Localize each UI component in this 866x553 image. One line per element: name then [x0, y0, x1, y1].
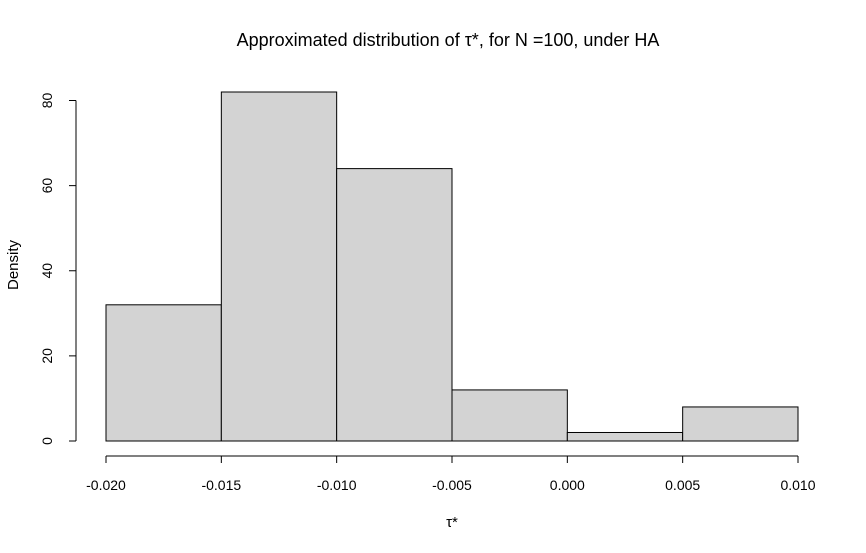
y-axis: 0 20 40 60 80: [39, 93, 77, 445]
x-tick-label: 0.005: [665, 477, 700, 493]
histogram-bar-5: [566, 431, 684, 442]
x-axis-label: τ*: [446, 514, 458, 531]
bars-group: [105, 91, 799, 442]
x-tick-label: 0.000: [550, 477, 585, 493]
histogram-bar-2: [220, 91, 338, 442]
y-tick-label: 40: [39, 263, 55, 279]
histogram-bar-3: [336, 168, 453, 442]
y-tick-label: 80: [39, 93, 55, 109]
histogram-bar-4: [451, 389, 568, 442]
y-axis-label: Density: [5, 239, 22, 290]
x-tick-label: -0.020: [86, 477, 126, 493]
x-axis: -0.020 -0.015 -0.010 -0.005 0.000 0.005 0.010: [86, 455, 816, 493]
x-tick-label: -0.015: [201, 477, 241, 493]
chart-title: Approximated distribution of τ*, for N =…: [237, 30, 660, 50]
x-tick-label: -0.010: [317, 477, 357, 493]
y-tick-label: 0: [39, 437, 55, 445]
x-tick-label: 0.010: [780, 477, 815, 493]
y-tick-label: 20: [39, 348, 55, 364]
x-tick-label: -0.005: [432, 477, 472, 493]
histogram-bar-1: [105, 304, 222, 442]
y-tick-label: 60: [39, 178, 55, 194]
histogram-bar-6: [682, 406, 799, 442]
